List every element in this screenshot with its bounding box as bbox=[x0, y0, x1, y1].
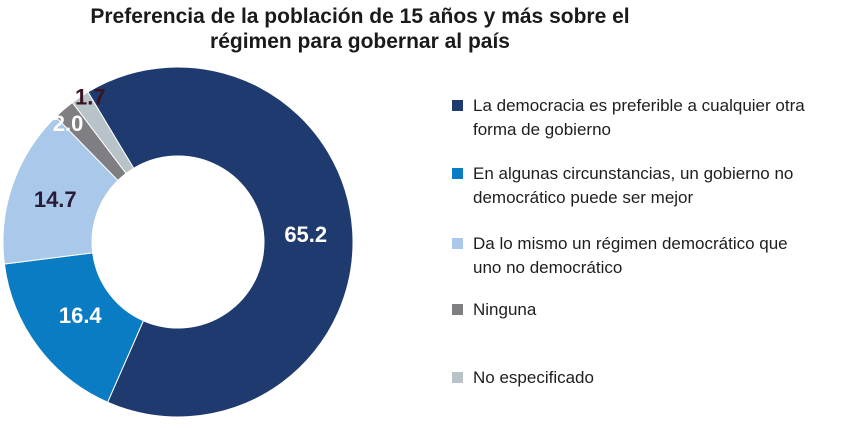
slice-value-label: 65.2 bbox=[284, 222, 327, 247]
slice-value-label: 1.7 bbox=[75, 84, 106, 109]
legend-item: En algunas circunstancias, un gobierno n… bbox=[452, 162, 852, 210]
donut-slice bbox=[71, 91, 135, 175]
legend-swatch bbox=[452, 372, 463, 383]
donut-slice bbox=[3, 252, 145, 403]
legend-item: Da lo mismo un régimen democrático que un… bbox=[452, 232, 852, 280]
legend-swatch bbox=[452, 238, 463, 249]
slice-value-label: 16.4 bbox=[59, 303, 103, 328]
chart-title-line-2: régimen para gobernar al país bbox=[210, 30, 510, 53]
legend-label: No especificado bbox=[473, 368, 594, 387]
legend-label: En algunas circunstancias, un gobierno n… bbox=[473, 164, 794, 207]
legend-swatch bbox=[452, 100, 463, 111]
legend-swatch bbox=[452, 304, 463, 315]
legend-item: No especificado bbox=[452, 366, 852, 390]
legend-label: Ninguna bbox=[473, 300, 537, 319]
legend-item: La democracia es preferible a cualquier … bbox=[452, 94, 852, 142]
legend-label: Da lo mismo un régimen democrático que un… bbox=[473, 234, 788, 277]
legend-swatch bbox=[452, 168, 463, 179]
chart-title: Preferencia de la población de 15 años y… bbox=[40, 4, 680, 54]
legend-label: La democracia es preferible a cualquier … bbox=[473, 96, 805, 139]
legend-item: Ninguna bbox=[452, 298, 852, 322]
slice-value-label: 14.7 bbox=[34, 187, 77, 212]
slice-value-label: 2.0 bbox=[53, 111, 84, 136]
chart-title-line-1: Preferencia de la población de 15 años y… bbox=[90, 5, 630, 28]
donut-slice bbox=[87, 66, 354, 418]
